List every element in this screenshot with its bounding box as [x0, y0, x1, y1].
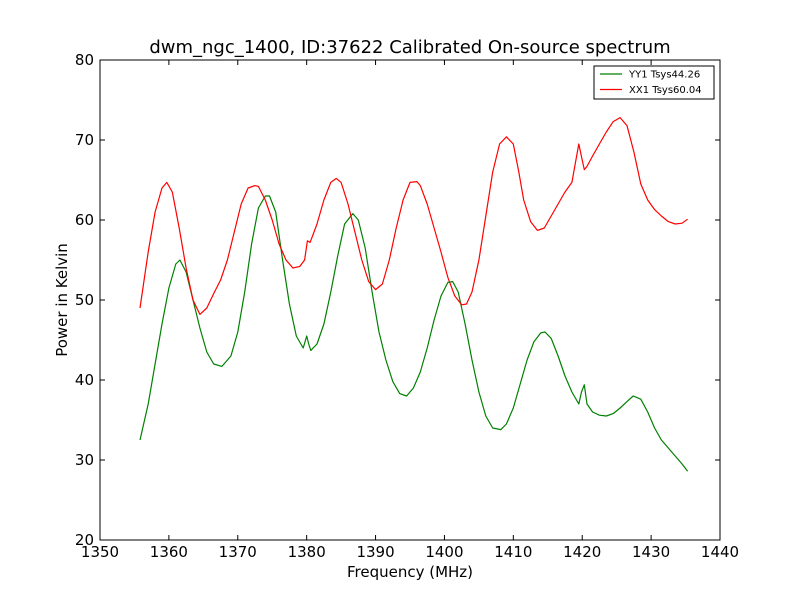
y-axis-label: Power in Kelvin [53, 243, 71, 357]
x-tick-label: 1430 [632, 543, 670, 561]
chart-title: dwm_ngc_1400, ID:37622 Calibrated On-sou… [149, 37, 670, 58]
y-tick-label: 80 [75, 51, 94, 69]
x-tick-label: 1440 [701, 543, 739, 561]
x-tick-label: 1420 [563, 543, 601, 561]
y-tick-label: 40 [75, 371, 94, 389]
legend-label-0: YY1 Tsys44.26 [628, 70, 700, 81]
series-layer [139, 116, 689, 472]
legend: YY1 Tsys44.26 XX1 Tsys60.04 [593, 65, 715, 100]
x-axis-label: Frequency (MHz) [347, 563, 473, 581]
y-tick-label: 50 [75, 291, 94, 309]
series-line-1 [139, 116, 688, 315]
y-axis: 20 30 40 50 60 70 80 [75, 51, 720, 549]
x-tick-label: 1360 [150, 543, 188, 561]
x-tick-label: 1370 [219, 543, 257, 561]
y-tick-label: 70 [75, 131, 94, 149]
series-line-0 [139, 195, 689, 472]
x-tick-label: 1390 [356, 543, 394, 561]
x-axis: 1350 1360 1370 1380 1390 1400 1410 1420 1430 1440 [81, 60, 739, 561]
y-tick-label: 20 [75, 531, 94, 549]
x-tick-label: 1380 [288, 543, 326, 561]
y-tick-label: 60 [75, 211, 94, 229]
legend-box [593, 65, 715, 100]
legend-label-1: XX1 Tsys60.04 [629, 85, 702, 96]
x-tick-label: 1350 [81, 543, 119, 561]
x-tick-label: 1410 [494, 543, 532, 561]
x-tick-label: 1400 [425, 543, 463, 561]
y-tick-label: 30 [75, 451, 94, 469]
